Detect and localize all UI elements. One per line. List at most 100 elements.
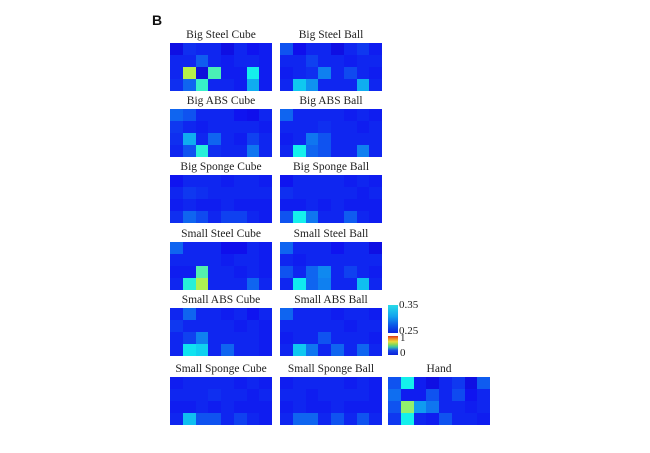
heatmap-cell xyxy=(170,187,183,199)
heatmap-cell xyxy=(182,121,196,133)
heatmap-cell xyxy=(233,278,247,290)
heatmap-cell xyxy=(343,278,357,290)
heatmap-cell xyxy=(400,401,414,413)
heatmap-cell xyxy=(305,43,319,55)
heatmap-cell xyxy=(221,254,234,266)
heatmap-cell xyxy=(318,145,331,157)
heatmap-cell xyxy=(305,242,319,254)
heatmap-cell xyxy=(356,55,370,67)
heatmap-cell xyxy=(221,344,234,356)
heatmap-grid xyxy=(280,242,382,290)
heatmap-cell xyxy=(331,401,344,413)
heatmap-cell xyxy=(439,401,452,413)
heatmap-cell xyxy=(305,187,319,199)
heatmap-cell xyxy=(259,187,272,199)
heatmap-cell xyxy=(170,401,183,413)
heatmap-cell xyxy=(170,175,183,187)
heatmap-cell xyxy=(343,401,357,413)
heatmap-cell xyxy=(170,266,183,278)
heatmap-cell xyxy=(221,266,234,278)
heatmap-cell xyxy=(369,320,382,332)
heatmap-cell xyxy=(182,187,196,199)
heatmap-cell xyxy=(318,79,331,91)
heatmap-cell xyxy=(318,320,331,332)
heatmap-cell xyxy=(369,79,382,91)
heatmap-grid xyxy=(170,308,272,356)
heatmap-small-abs-cube: Small ABS Cube xyxy=(170,293,272,356)
heatmap-cell xyxy=(182,320,196,332)
heatmap-cell xyxy=(170,254,183,266)
heatmap-grid xyxy=(170,43,272,91)
heatmap-cell xyxy=(233,266,247,278)
heatmap-cell xyxy=(343,187,357,199)
heatmap-cell xyxy=(280,133,293,145)
heatmap-cell xyxy=(259,401,272,413)
heatmap-cell xyxy=(170,109,183,121)
heatmap-cell xyxy=(195,145,209,157)
heatmap-cell xyxy=(413,401,427,413)
heatmap-cell xyxy=(477,389,490,401)
heatmap-cell xyxy=(400,413,414,425)
heatmap-cell xyxy=(170,55,183,67)
heatmap-cell xyxy=(221,242,234,254)
heatmap-cell xyxy=(292,413,306,425)
heatmap-cell xyxy=(182,145,196,157)
heatmap-cell xyxy=(221,43,234,55)
heatmap-cell xyxy=(259,320,272,332)
heatmap-cell xyxy=(343,67,357,79)
heatmap-cell xyxy=(388,401,401,413)
heatmap-cell xyxy=(464,413,478,425)
heatmap-cell xyxy=(369,67,382,79)
heatmap-cell xyxy=(356,389,370,401)
heatmap-cell xyxy=(280,401,293,413)
heatmap-cell xyxy=(195,187,209,199)
heatmap-title: Big Steel Ball xyxy=(298,29,364,41)
heatmap-cell xyxy=(233,211,247,223)
heatmap-cell xyxy=(195,199,209,211)
heatmap-cell xyxy=(170,278,183,290)
heatmap-cell xyxy=(259,43,272,55)
heatmap-cell xyxy=(208,199,221,211)
heatmap-cell xyxy=(208,344,221,356)
heatmap-cell xyxy=(280,320,293,332)
heatmap-cell xyxy=(343,389,357,401)
heatmap-cell xyxy=(259,199,272,211)
heatmap-cell xyxy=(233,401,247,413)
heatmap-cell xyxy=(343,145,357,157)
heatmap-cell xyxy=(259,344,272,356)
heatmap-cell xyxy=(182,133,196,145)
heatmap-grid xyxy=(170,109,272,157)
heatmap-cell xyxy=(292,377,306,389)
heatmap-cell xyxy=(208,278,221,290)
heatmap-title: Small Sponge Cube xyxy=(175,363,267,375)
heatmap-cell xyxy=(221,332,234,344)
heatmap-cell xyxy=(280,332,293,344)
heatmap-cell xyxy=(343,43,357,55)
heatmap-cell xyxy=(305,278,319,290)
heatmap-cell xyxy=(343,79,357,91)
heatmap-cell xyxy=(182,332,196,344)
heatmap-cell xyxy=(280,211,293,223)
heatmap-cell xyxy=(195,413,209,425)
heatmap-title: Small Steel Cube xyxy=(181,228,261,240)
heatmap-grid xyxy=(280,43,382,91)
heatmap-cell xyxy=(305,211,319,223)
heatmap-cell xyxy=(331,266,344,278)
heatmap-cell xyxy=(280,308,293,320)
heatmap-cell xyxy=(331,320,344,332)
heatmap-cell xyxy=(413,389,427,401)
heatmap-cell xyxy=(182,67,196,79)
heatmap-cell xyxy=(477,377,490,389)
heatmap-cell xyxy=(195,242,209,254)
heatmap-cell xyxy=(182,389,196,401)
heatmap-cell xyxy=(259,332,272,344)
heatmap-cell xyxy=(208,242,221,254)
heatmap-cell xyxy=(195,278,209,290)
heatmap-hand: Hand xyxy=(388,362,490,425)
heatmap-cell xyxy=(451,401,465,413)
heatmap-cell xyxy=(259,133,272,145)
heatmap-cell xyxy=(280,175,293,187)
heatmap-cell xyxy=(305,344,319,356)
heatmap-cell xyxy=(208,133,221,145)
heatmap-cell xyxy=(182,308,196,320)
